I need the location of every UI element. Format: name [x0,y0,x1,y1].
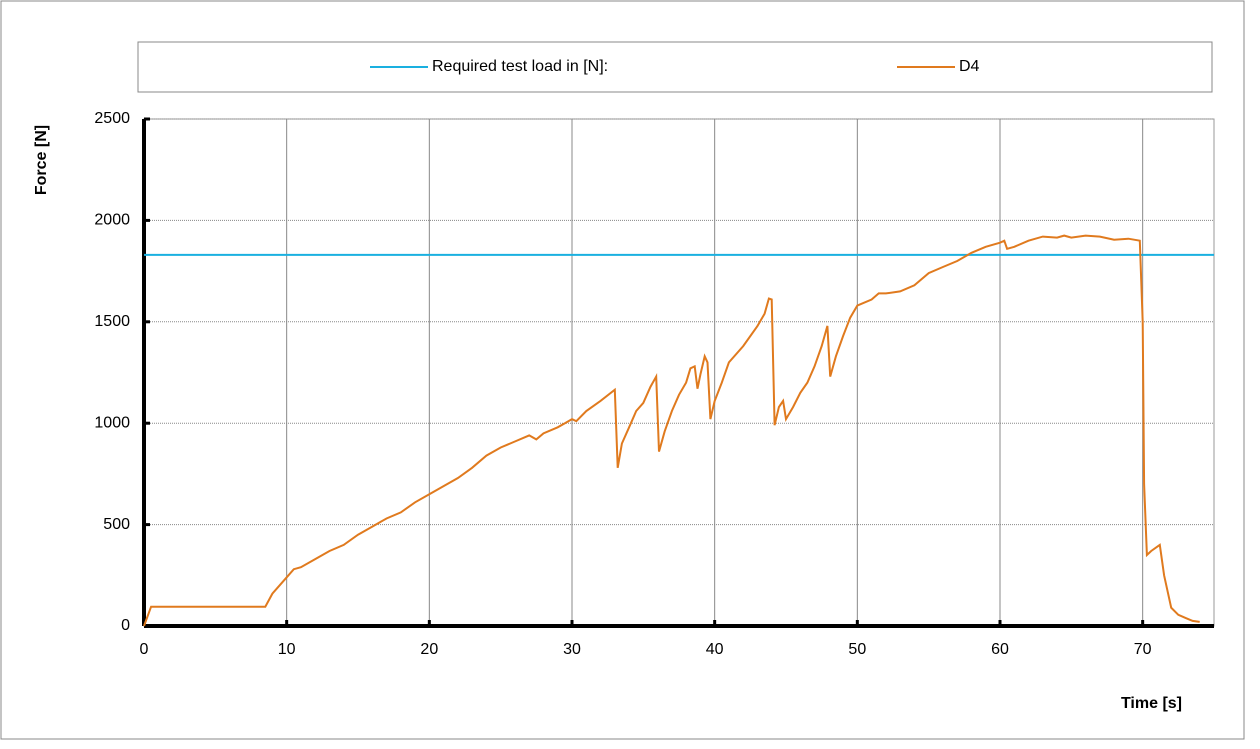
y-tick-label: 2500 [94,110,130,127]
y-tick-label: 1500 [94,313,130,330]
y-axis-label: Force [N] [33,125,50,195]
x-tick-label: 0 [140,641,149,658]
x-tick-label: 50 [848,641,866,658]
chart-border [0,0,1245,740]
legend-label: D4 [959,58,980,75]
x-tick-label: 60 [991,641,1009,658]
legend-box [137,41,1213,93]
x-tick-label: 70 [1134,641,1152,658]
x-tick-label: 20 [420,641,438,658]
x-tick-label: 10 [278,641,296,658]
y-tick-label: 0 [121,617,130,634]
y-tick-label: 500 [103,516,130,533]
x-tick-label: 30 [563,641,581,658]
legend-label: Required test load in [N]: [432,58,608,75]
y-tick-label: 1000 [94,414,130,431]
x-tick-label: 40 [706,641,724,658]
x-axis-label: Time [s] [1121,695,1182,712]
data-line [143,234,1200,627]
y-tick-label: 2000 [94,212,130,229]
